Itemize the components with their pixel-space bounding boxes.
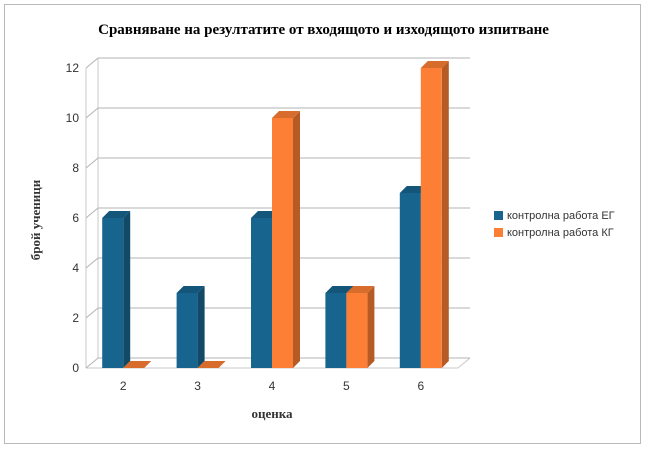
legend-item-eg: контролна работа ЕГ [494,207,615,224]
bar [102,218,124,368]
bar [176,293,198,368]
bar [346,293,368,368]
gridline-wall [85,107,99,119]
y-tick-label: 2 [72,311,79,325]
y-tick-label: 12 [66,61,80,75]
legend-item-kg: контролна работа КГ [494,224,615,241]
y-tick-label: 4 [72,261,79,275]
x-tick-label: 4 [269,379,276,393]
bar-top [325,286,354,293]
legend: контролна работа ЕГ контролна работа КГ [494,207,615,241]
bar [325,293,347,368]
floor-right-edge [457,357,471,369]
bar [272,118,293,368]
gridline-wall [85,357,99,369]
bar-top [346,286,375,293]
legend-swatch-eg [494,211,503,220]
legend-swatch-kg [494,228,503,237]
bar [399,193,421,368]
x-tick-label: 3 [194,379,201,393]
chart-title: Сравняване на резултатите от входящото и… [98,22,549,38]
bar-top [272,111,300,118]
gridline-wall [85,157,99,169]
bar-top [420,61,449,68]
legend-label-kg: контролна работа КГ [507,226,614,239]
bar-side [197,286,205,368]
bar-side [367,286,375,368]
gridline-wall [85,57,99,69]
y-tick-label: 6 [72,211,79,225]
x-tick-label: 2 [120,379,127,393]
x-tick-label: 5 [343,379,350,393]
bar-top [176,286,205,293]
y-tick-label: 8 [72,161,79,175]
bar [420,68,442,368]
gridline-wall [85,307,99,319]
bar-top [102,211,131,218]
x-axis-label: оценка [251,406,293,421]
legend-label-eg: контролна работа ЕГ [507,209,615,222]
bar-side [441,61,449,368]
bar [251,218,272,368]
bar-top [123,361,152,368]
bar-side [123,211,131,368]
gridline-wall [85,207,99,219]
y-tick-label: 0 [72,361,79,375]
bar-top [197,361,226,368]
bar-side [293,111,300,368]
y-tick-label: 10 [66,111,80,125]
x-tick-label: 6 [417,379,424,393]
gridline-wall [85,257,99,269]
